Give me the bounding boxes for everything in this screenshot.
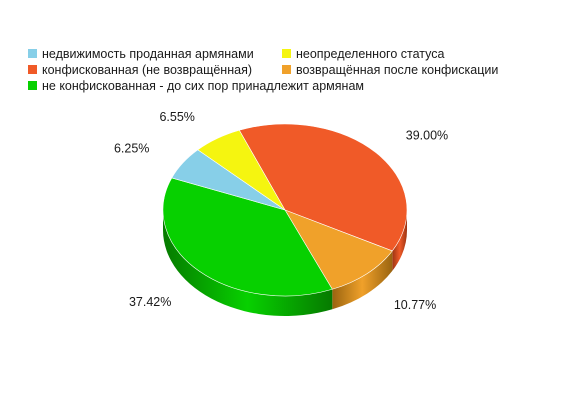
pie-sides <box>163 210 407 316</box>
legend-label: не конфискованная - до сих пор принадлеж… <box>42 79 364 93</box>
legend-swatch <box>282 49 291 58</box>
pie-slice-label: 10.77% <box>394 298 436 312</box>
pie-slice-1 <box>284 209 393 290</box>
legend-item: неопределенного статуса <box>282 47 444 61</box>
pie-slice-label: 37.42% <box>129 295 171 309</box>
pie-side-1 <box>332 250 393 310</box>
legend-swatch <box>28 65 37 74</box>
legend-label: неопределенного статуса <box>296 47 444 61</box>
legend-item: возвращённая после конфискации <box>282 63 498 77</box>
pie-slice-0 <box>238 123 408 252</box>
pie-slice-label: 39.00% <box>406 128 448 142</box>
legend-swatch <box>28 81 37 90</box>
legend-item: не конфискованная - до сих пор принадлеж… <box>28 79 364 93</box>
legend-item: недвижимость проданная армянами <box>28 47 254 61</box>
pie-slice-label: 6.55% <box>159 110 194 124</box>
legend-swatch <box>282 65 291 74</box>
pie-slice-4 <box>197 129 286 211</box>
legend-label: конфискованная (не возвращённая) <box>42 63 252 77</box>
pie-labels: 39.00% 10.77% 37.42% 6.25% 6.55% <box>114 110 448 312</box>
pie-slice-2 <box>162 177 333 297</box>
chart-legend: недвижимость проданная армянами неопредел… <box>28 47 498 93</box>
pie-top <box>162 123 408 297</box>
legend-item: конфискованная (не возвращённая) <box>28 63 252 77</box>
legend-label: возвращённая после конфискации <box>296 63 498 77</box>
pie-side-2 <box>163 210 333 316</box>
pie-slice-label: 6.25% <box>114 142 149 156</box>
pie-side-0 <box>392 210 407 271</box>
legend-label: недвижимость проданная армянами <box>42 47 254 61</box>
legend-swatch <box>28 49 37 58</box>
